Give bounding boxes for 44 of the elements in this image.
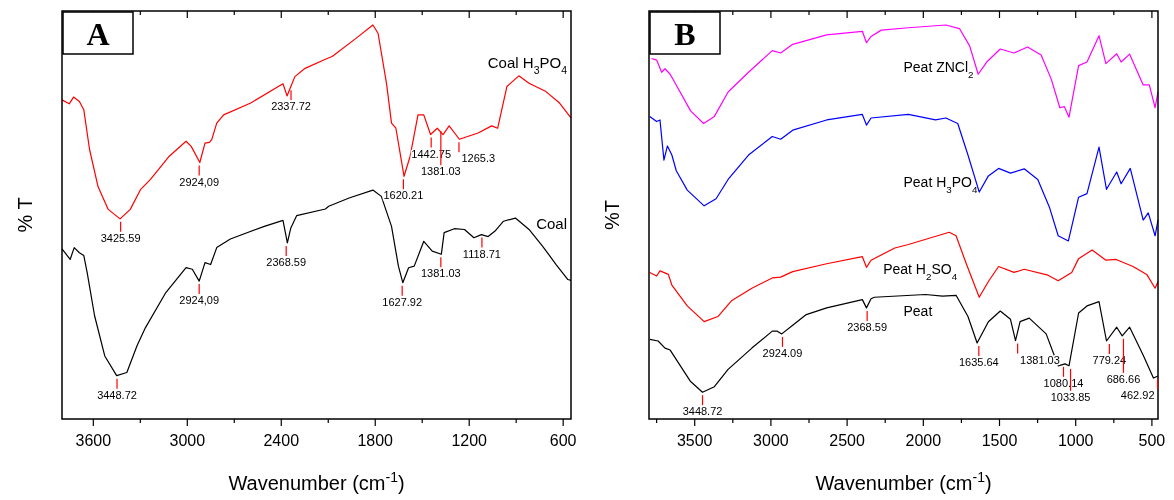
annotation: 1381.03	[420, 267, 461, 280]
series-label: Coal	[536, 214, 567, 232]
annotation: 1627.92	[382, 295, 423, 308]
y-axis-title: % T	[14, 197, 36, 233]
annotation: 2924,09	[179, 294, 220, 307]
series-label: Peat ZNCl$_{2}$	[903, 59, 974, 80]
x-axis-title: Wavenumber (cm$^{-1}$)	[815, 469, 992, 494]
x-tick-label: 1000	[1057, 432, 1094, 449]
x-tick-label: 3000	[753, 432, 789, 449]
x-tick-label: 500	[1138, 432, 1166, 449]
annotation: 1620.21	[383, 189, 424, 202]
x-tick-label: 1800	[357, 432, 394, 449]
x-tick-label: 600	[549, 432, 577, 449]
annotation: 2924,09	[179, 175, 220, 188]
annotation: 1381.03	[420, 165, 461, 178]
x-axis-title: Wavenumber (cm$^{-1}$)	[228, 469, 405, 494]
annotation: 2337.72	[271, 100, 311, 113]
chart-title: B	[674, 16, 696, 52]
x-tick-label: 1500	[981, 432, 1018, 449]
x-tick-label: 3500	[676, 432, 713, 449]
x-tick-label: 1200	[451, 432, 488, 449]
annotation: 462.92	[1120, 389, 1155, 402]
annotation: 3425.59	[100, 231, 141, 244]
series-label: Coal H$_{3}$PO$_{4}$	[487, 53, 568, 76]
annotation: 1635.64	[958, 355, 999, 368]
chart-title: A	[86, 16, 110, 52]
annotation: 1265.3	[461, 152, 496, 165]
series-label: Peat H$_{3}$PO$_{4}$	[903, 173, 978, 195]
x-tick-label: 2400	[263, 432, 300, 449]
y-axis-title: %T	[601, 200, 623, 230]
x-tick-label: 2500	[829, 432, 866, 449]
series-label: Peat H$_{2}$SO$_{4}$	[883, 261, 958, 282]
annotation: 1033.85	[1050, 390, 1091, 403]
annotation: 1118.71	[462, 247, 501, 260]
x-tick-label: 3000	[169, 432, 206, 449]
x-tick-label: 3600	[75, 432, 112, 449]
annotation: 3448.72	[682, 405, 723, 418]
annotation: 3448.72	[97, 388, 137, 401]
annotation: 2924.09	[762, 346, 803, 359]
series-label: Peat	[903, 302, 933, 319]
x-tick-label: 2000	[905, 432, 942, 449]
annotation: 2368.59	[266, 255, 307, 268]
annotation: 686.66	[1106, 372, 1141, 385]
annotation: 2368.59	[847, 320, 888, 333]
